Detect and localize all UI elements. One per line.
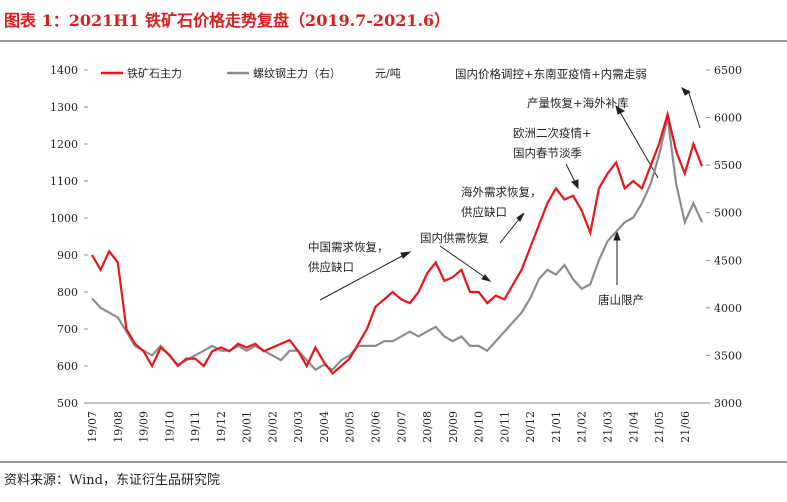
x-tick-label: 21/03 <box>601 411 614 443</box>
x-tick-label: 20/02 <box>266 411 279 443</box>
annotation: 欧洲二次疫情+ <box>513 126 592 140</box>
x-tick-label: 19/12 <box>215 411 228 443</box>
annotation: 供应缺口 <box>308 260 354 274</box>
x-tick-label: 20/09 <box>447 411 460 443</box>
annotation: 海外需求恢复， <box>461 185 542 199</box>
x-tick-label: 19/10 <box>163 411 176 443</box>
x-tick-label: 20/10 <box>473 411 486 443</box>
legend-label: 螺纹钢主力（右） <box>253 66 341 80</box>
x-tick-label: 20/04 <box>318 411 331 443</box>
x-tick-label: 21/06 <box>679 411 692 443</box>
y-tick-label: 600 <box>57 360 78 373</box>
x-tick-label: 20/12 <box>524 411 537 443</box>
x-tick-label: 21/04 <box>627 411 640 443</box>
y2-tick-label: 6500 <box>714 64 742 77</box>
annotation: 国内价格调控+东南亚疫情+内需走弱 <box>455 67 647 81</box>
annotation: 国内供需恢复 <box>420 231 489 245</box>
x-tick-label: 19/09 <box>138 411 151 443</box>
unit: 元/吨 <box>375 67 401 80</box>
y-tick-label: 500 <box>57 397 78 410</box>
y2-tick-label: 3000 <box>714 397 742 410</box>
legend-label: 铁矿石主力 <box>127 67 182 80</box>
x-tick-label: 19/08 <box>112 411 125 443</box>
x-tick-label: 20/03 <box>292 411 305 443</box>
y-tick-label: 800 <box>57 286 78 299</box>
x-tick-label: 20/08 <box>421 411 434 443</box>
chart-title: 图表 1：2021H1 铁矿石价格走势复盘（2019.7-2021.6） <box>4 11 450 30</box>
x-tick-label: 20/06 <box>370 411 383 443</box>
series-line <box>91 117 704 372</box>
x-tick-label: 20/01 <box>241 411 254 443</box>
y-tick-label: 900 <box>57 249 78 262</box>
y-tick-label: 1100 <box>50 175 78 188</box>
x-tick-label: 21/02 <box>576 411 589 443</box>
x-tick-label: 20/05 <box>344 411 357 443</box>
x-tick-label: 19/07 <box>86 411 99 443</box>
series-line <box>91 110 704 375</box>
y2-tick-label: 4000 <box>714 302 742 315</box>
annotation: 产量恢复+海外补库 <box>527 96 629 110</box>
arrows <box>319 86 701 301</box>
annotation: 国内春节淡季 <box>513 146 582 160</box>
y2-tick-label: 6000 <box>714 112 742 125</box>
annotation: 供应缺口 <box>461 205 507 219</box>
y-tick-label: 1000 <box>50 212 78 225</box>
y2-tick-label: 3500 <box>714 349 742 362</box>
x-tick-label: 20/07 <box>395 411 408 443</box>
x-tick-label: 20/11 <box>498 411 511 443</box>
y2-tick-label: 5000 <box>714 207 742 220</box>
annotation: 唐山限产 <box>598 293 644 307</box>
y-tick-label: 1400 <box>50 64 78 77</box>
y2-tick-label: 4500 <box>714 254 742 267</box>
x-tick-label: 21/01 <box>550 411 563 443</box>
x-tick-label: 21/05 <box>653 411 666 443</box>
x-tick-label: 19/11 <box>189 411 202 443</box>
annotation: 中国需求恢复， <box>308 240 389 254</box>
y-tick-label: 1300 <box>50 101 78 114</box>
y-tick-label: 1200 <box>50 138 78 151</box>
y-tick-label: 700 <box>57 323 78 336</box>
y2-tick-label: 5500 <box>714 159 742 172</box>
source: 资料来源：Wind，东证衍生品研究院 <box>4 473 220 488</box>
